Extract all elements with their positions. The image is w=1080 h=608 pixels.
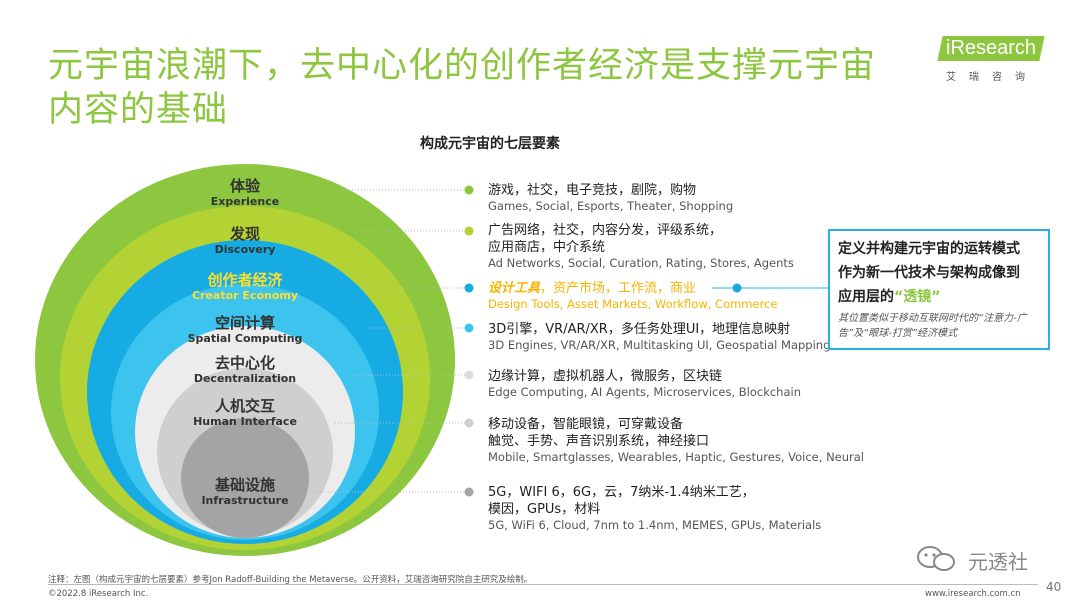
- page-number: 40: [1046, 580, 1062, 594]
- diagram-title: 构成元宇宙的七层要素: [420, 136, 560, 152]
- iresearch-logo: iResearch 艾瑞咨询: [937, 36, 1050, 84]
- dot-experience: [464, 185, 474, 195]
- desc-experience: 游戏，社交，电子竞技，剧院，购物 Games, Social, Esports,…: [488, 183, 734, 213]
- layer-label-discovery: 发现 Discovery: [214, 225, 276, 256]
- desc-decentralization: 边缘计算，虚拟机器人，微服务，区块链 Edge Computing, AI Ag…: [488, 369, 802, 399]
- footer-note: 注释：左图（构成元宇宙的七层要素）参考Jon Radoff-Building t…: [48, 575, 533, 585]
- dot-spatial: [464, 323, 474, 333]
- layer-label-human-interface: 人机交互 Human Interface: [193, 397, 297, 428]
- wechat-icon: [917, 546, 955, 571]
- callout-line2: 作为新一代技术与架构成像到: [838, 265, 1020, 281]
- callout-line3: 应用层的“透镜”: [838, 289, 941, 305]
- dot-human-interface: [464, 418, 474, 428]
- dot-infrastructure: [464, 487, 474, 497]
- page-title: 元宇宙浪潮下，去中心化的创作者经济是支撑元宇宙内容的基础: [48, 46, 877, 130]
- desc-spatial-computing: 3D引擎，VR/AR/XR，多任务处理UI，地理信息映射 3D Engines,…: [488, 322, 831, 352]
- footer-divider: [48, 584, 1038, 585]
- callout-note: 其位置类似于移动互联网时代的“注意力-广告”及“眼球-打赏”经济模式: [838, 313, 1027, 339]
- dot-creator-right: [732, 283, 742, 293]
- dot-discovery: [464, 226, 474, 236]
- desc-infrastructure: 5G，WIFI 6，6G，云，7纳米-1.4纳米工艺， 模因，GPUs，材料 5…: [488, 485, 822, 532]
- wechat-watermark: 元透社: [912, 544, 1052, 574]
- layer-label-experience: 体验 Experience: [210, 177, 280, 208]
- desc-creator-economy: 设计工具，资产市场，工作流，商业 Design Tools, Asset Mar…: [488, 281, 778, 311]
- site-url: www.iresearch.com.cn: [925, 589, 1021, 599]
- desc-discovery: 广告网络，社交，内容分发，评级系统， 应用商店，中介系统 Ad Networks…: [488, 223, 794, 270]
- watermark-text: 元透社: [968, 550, 1028, 574]
- layer-label-creator-economy: 创作者经济 Creator Economy: [191, 271, 299, 302]
- ring-infrastructure: [181, 418, 309, 538]
- desc-human-interface: 移动设备，智能眼镜，可穿戴设备 触觉、手势、声音识别系统，神经接口 Mobile…: [488, 417, 865, 464]
- layer-label-decentralization: 去中心化 Decentralization: [193, 354, 297, 385]
- copyright: ©2022.8 iResearch Inc.: [48, 589, 149, 599]
- dot-creator: [464, 283, 474, 293]
- layer-label-spatial-computing: 空间计算 Spatial Computing: [187, 314, 303, 345]
- logo-cn: 艾瑞咨询: [946, 72, 1038, 83]
- dot-decentralization: [464, 370, 474, 380]
- callout-line1: 定义并构建元宇宙的运转模式: [838, 241, 1020, 257]
- layer-label-infrastructure: 基础设施 Infrastructure: [201, 476, 289, 507]
- lens-callout-box: 定义并构建元宇宙的运转模式 作为新一代技术与架构成像到 应用层的“透镜” 其位置…: [828, 229, 1050, 350]
